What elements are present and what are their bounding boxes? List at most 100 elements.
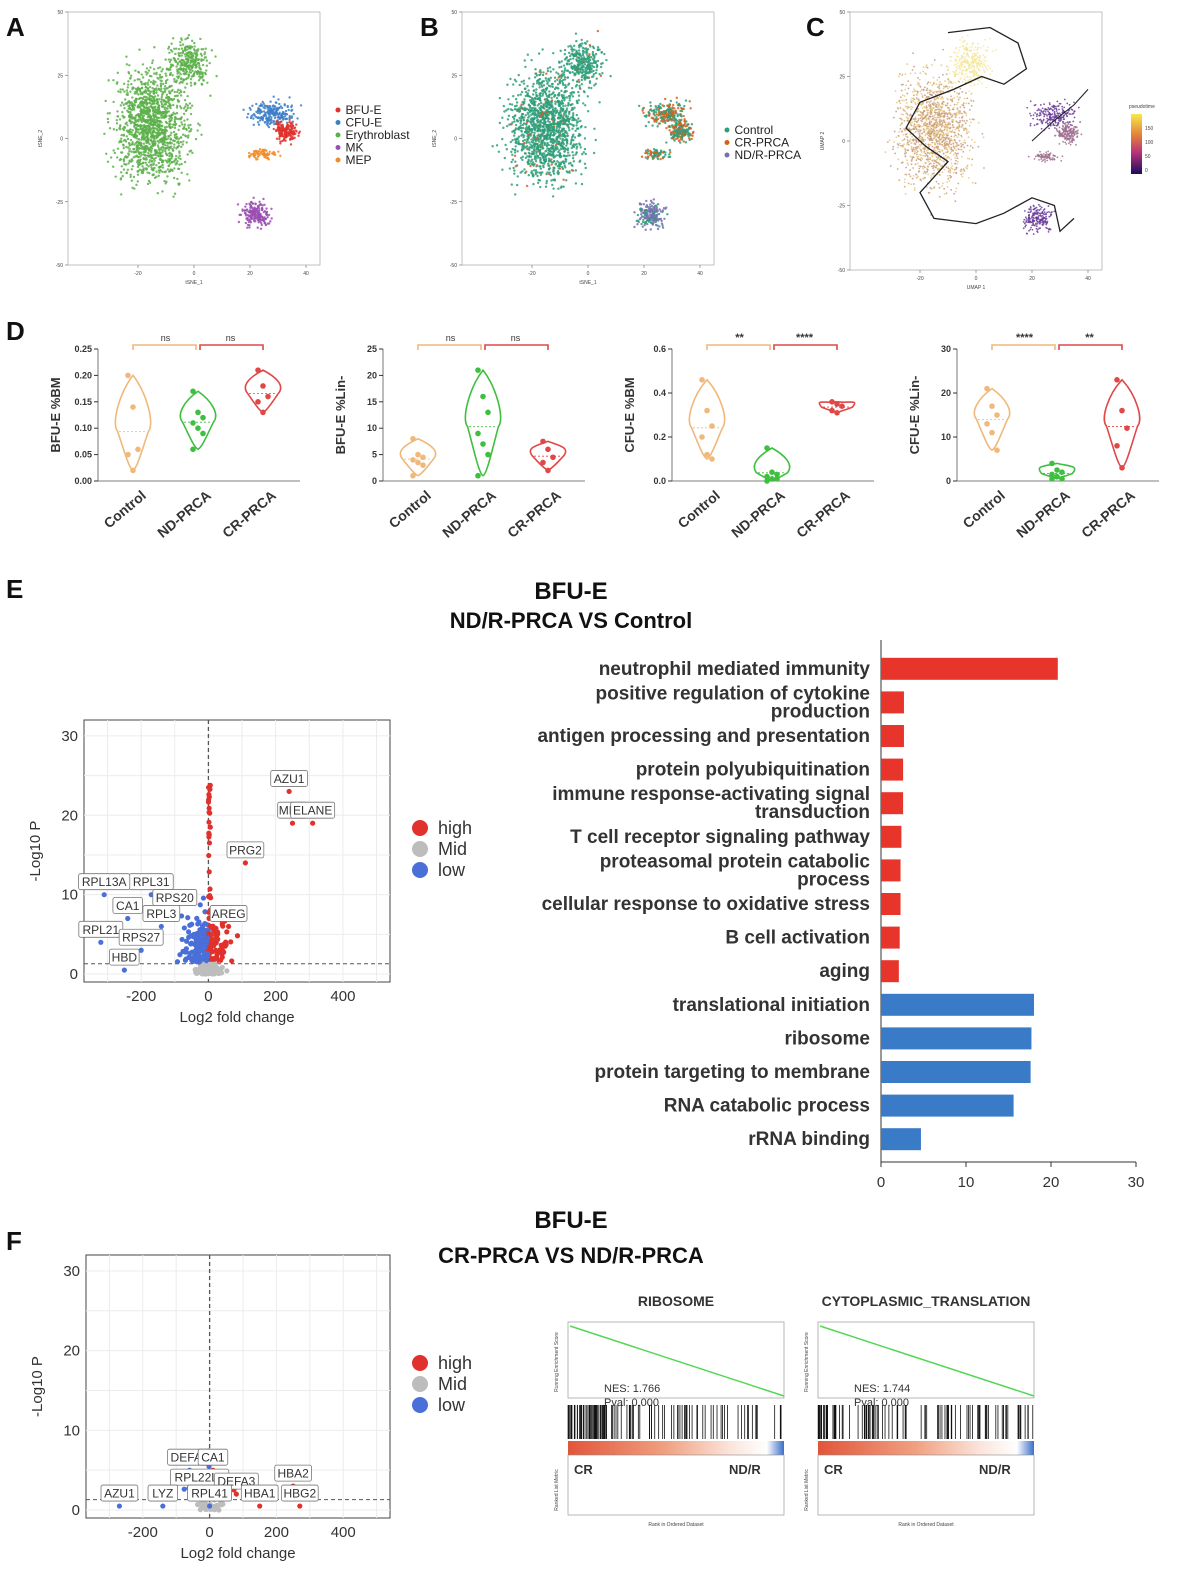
cell-point (184, 69, 188, 72)
cell-point (278, 137, 281, 141)
cell-point (260, 215, 264, 218)
y-tick-label: 50 (57, 10, 63, 16)
cell-point (252, 117, 255, 120)
panel-label-c: C (806, 12, 825, 42)
cell-point (120, 165, 123, 168)
cell-point (159, 138, 163, 141)
cell-point (112, 100, 115, 104)
cell-point (145, 109, 149, 112)
cell-point (524, 152, 527, 155)
cell-point (152, 120, 156, 123)
cell-point (200, 83, 204, 86)
cell-point (548, 94, 551, 97)
cell-point (125, 93, 128, 96)
cell-point (637, 220, 640, 224)
cell-point (550, 126, 554, 129)
cell-point (530, 121, 533, 124)
cell-point (154, 140, 157, 143)
cell-point (547, 151, 550, 155)
cell-point (198, 73, 202, 76)
cell-point (288, 96, 291, 99)
cell-point (525, 126, 529, 129)
cell-point (160, 93, 164, 97)
cell-point (590, 86, 593, 90)
cell-point (549, 70, 552, 73)
cell-point (143, 145, 146, 148)
cell-point (533, 133, 536, 137)
cell-point (576, 69, 579, 72)
cell-point (130, 179, 134, 182)
cell-point (262, 110, 266, 113)
cell-point (531, 128, 534, 131)
cell-point (264, 104, 267, 108)
cell-point (164, 138, 167, 141)
cell-point (295, 123, 298, 126)
cell-point (510, 183, 513, 186)
cell-point (161, 68, 164, 71)
cell-point (564, 111, 568, 114)
cell-point (672, 118, 675, 122)
cell-point (554, 122, 557, 126)
cell-point (671, 106, 674, 109)
cell-point (176, 90, 179, 94)
cell-point (906, 113, 909, 116)
cell-point (905, 84, 908, 87)
cell-point (567, 51, 571, 55)
cell-point (181, 123, 184, 126)
cell-point (127, 152, 130, 155)
cell-point (515, 118, 519, 122)
cell-point (544, 87, 548, 90)
cell-point (545, 172, 548, 176)
cell-point (135, 97, 139, 101)
cell-point (562, 94, 565, 97)
cell-point (115, 118, 119, 122)
cell-point (684, 122, 687, 125)
cell-point (146, 138, 149, 141)
cell-point (256, 204, 260, 208)
cell-point (115, 128, 118, 132)
cell-point (548, 103, 552, 106)
cell-point (554, 100, 557, 103)
cell-point (533, 123, 536, 127)
cell-point (183, 119, 186, 122)
cell-point (564, 135, 567, 139)
cell-point (530, 113, 533, 116)
cell-point (680, 106, 683, 110)
cell-point (539, 119, 542, 122)
cell-point (140, 138, 143, 142)
cell-point (172, 111, 175, 114)
y-tick-label: 0 (842, 139, 845, 145)
cell-point (637, 104, 641, 108)
cell-point (560, 60, 563, 63)
cell-point (547, 164, 550, 167)
cell-point (594, 71, 598, 75)
cell-point (501, 168, 504, 171)
cell-point (577, 44, 581, 47)
y-tick-label: 25 (839, 75, 845, 81)
panel-label-d: D (6, 316, 25, 346)
cell-point (528, 104, 532, 108)
cell-point (200, 71, 203, 74)
cell-point (646, 155, 650, 158)
cell-point (580, 182, 584, 186)
cell-point (170, 131, 173, 135)
cell-point (657, 104, 660, 108)
cell-point (148, 92, 152, 95)
cell-point (665, 126, 668, 130)
cell-point (154, 114, 157, 117)
cell-point (642, 215, 645, 219)
cell-point (523, 98, 526, 101)
cell-point (587, 63, 590, 66)
cell-point (132, 135, 135, 138)
cell-point (642, 218, 645, 222)
cell-point (527, 116, 530, 119)
cell-point (558, 78, 562, 82)
cell-point (142, 157, 145, 161)
cell-point (130, 158, 133, 161)
cell-point (562, 78, 565, 82)
cell-point (128, 104, 131, 107)
cell-point (599, 65, 603, 69)
cell-point (138, 48, 141, 51)
cell-point (552, 51, 555, 55)
cell-point (559, 49, 562, 53)
